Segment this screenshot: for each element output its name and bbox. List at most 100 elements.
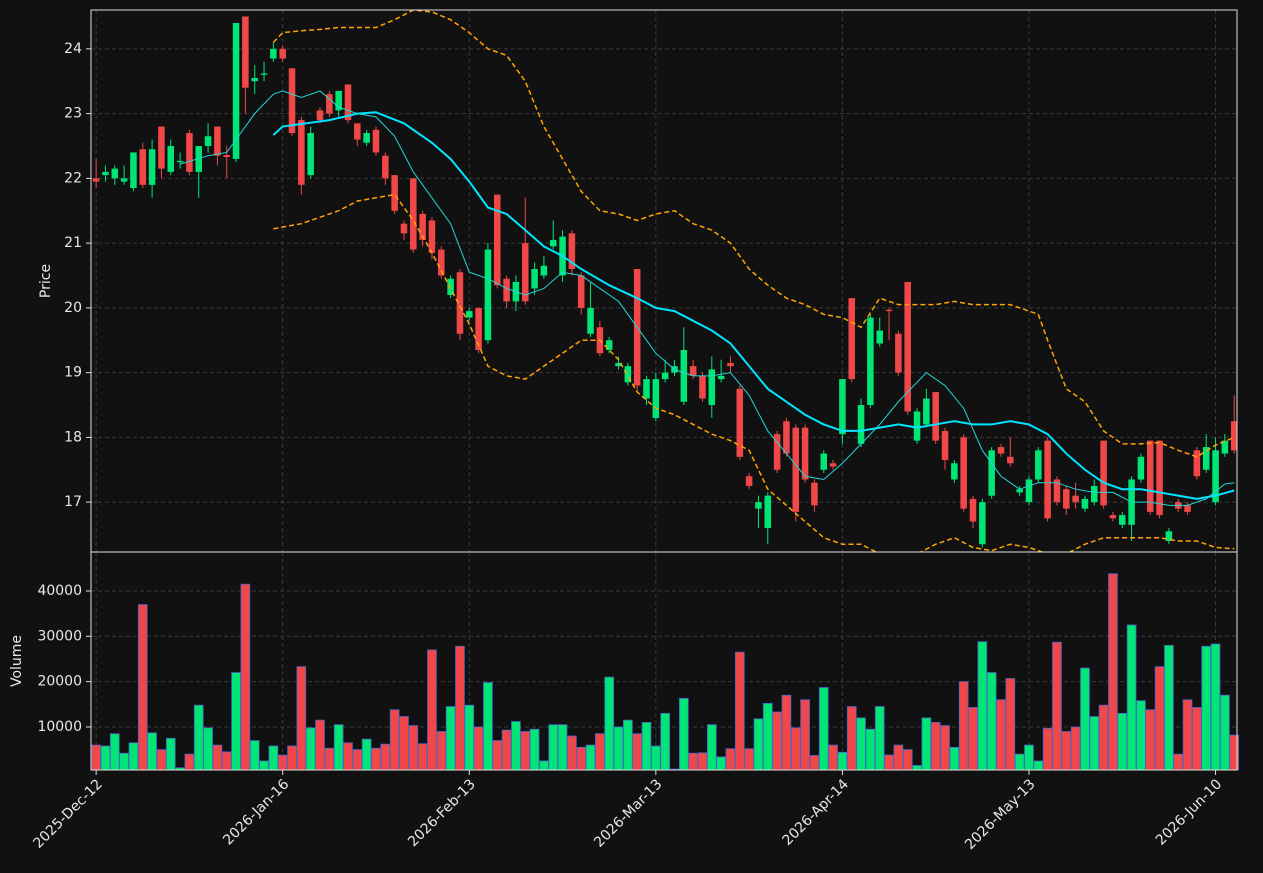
volume-bar bbox=[445, 706, 456, 771]
candle-body bbox=[1212, 450, 1219, 503]
price-frame bbox=[90, 9, 1238, 553]
candle-body bbox=[699, 375, 706, 399]
candle-body bbox=[587, 307, 594, 334]
volume-bar bbox=[184, 753, 195, 771]
candle-body bbox=[988, 450, 995, 496]
volume-bar bbox=[436, 731, 447, 771]
candle-body bbox=[279, 48, 286, 59]
candle-body bbox=[783, 421, 790, 454]
volume-bar bbox=[790, 727, 801, 771]
volume-bar bbox=[1154, 666, 1165, 771]
volume-axis-label: Volume bbox=[9, 635, 25, 687]
candle-body bbox=[326, 94, 333, 114]
x-tick-label: 2026-May-13 bbox=[962, 776, 1039, 853]
volume-bar bbox=[417, 743, 428, 771]
volume-bar bbox=[268, 745, 279, 771]
volume-bar bbox=[1070, 726, 1081, 771]
volume-bar bbox=[343, 742, 353, 771]
volume-bar bbox=[557, 724, 568, 771]
x-tick-label: 2026-Jan-16 bbox=[220, 776, 292, 848]
candle-body bbox=[951, 463, 958, 480]
candle-body bbox=[92, 178, 100, 182]
volume-bar bbox=[800, 699, 810, 771]
candle-body bbox=[839, 379, 846, 435]
y-tick-label: 21 bbox=[64, 235, 82, 251]
candle-body bbox=[316, 110, 324, 121]
volume-bar bbox=[809, 755, 820, 771]
volume-bar bbox=[781, 694, 792, 771]
y-tick-label: 23 bbox=[64, 106, 82, 122]
volume-bar bbox=[660, 712, 670, 771]
volume-bar bbox=[109, 733, 120, 771]
candle-body bbox=[1035, 450, 1042, 480]
candle-body bbox=[997, 447, 1005, 454]
candle-body bbox=[540, 265, 548, 276]
candle-body bbox=[214, 126, 221, 156]
volume-panel bbox=[91, 573, 1240, 771]
volume-bar bbox=[576, 746, 587, 771]
volume-bar bbox=[651, 745, 661, 771]
candle-body bbox=[167, 145, 175, 172]
volume-bar bbox=[277, 754, 288, 771]
candle-body bbox=[1007, 456, 1014, 464]
candle-body bbox=[1184, 505, 1191, 512]
volume-bar bbox=[483, 682, 493, 771]
candle-body bbox=[232, 22, 240, 159]
volume-frame bbox=[90, 551, 1238, 771]
volume-bar bbox=[1098, 704, 1109, 771]
volume-bar bbox=[221, 751, 232, 771]
candle-body bbox=[979, 502, 986, 545]
y-tick-label: 40000 bbox=[37, 583, 82, 599]
candle-body bbox=[923, 398, 930, 425]
volume-bar bbox=[427, 649, 437, 771]
volume-bar bbox=[940, 725, 950, 771]
candle-body bbox=[260, 73, 268, 75]
volume-bar bbox=[753, 718, 764, 771]
volume-bar bbox=[930, 722, 941, 771]
volume-bar bbox=[641, 722, 652, 771]
y-tick-label: 24 bbox=[64, 41, 82, 57]
volume-bar bbox=[240, 583, 251, 771]
volume-bar bbox=[1173, 753, 1184, 771]
volume-bar bbox=[399, 716, 409, 771]
volume-bar bbox=[529, 728, 540, 771]
volume-bar bbox=[249, 740, 260, 771]
candle-body bbox=[335, 90, 342, 111]
volume-bar bbox=[1024, 744, 1034, 771]
volume-bar bbox=[818, 687, 829, 771]
price-axis-label: Price bbox=[38, 264, 54, 298]
volume-bar bbox=[716, 756, 726, 771]
volume-bar bbox=[1089, 716, 1100, 771]
indicator-line bbox=[272, 10, 1235, 458]
volume-bar bbox=[408, 725, 419, 771]
candle-body bbox=[708, 369, 716, 406]
y-tick-label: 17 bbox=[64, 494, 82, 510]
candle-body bbox=[102, 171, 109, 176]
candle-body bbox=[223, 155, 230, 157]
candle-body bbox=[447, 278, 454, 295]
volume-bar bbox=[1061, 731, 1072, 771]
volume-bar bbox=[968, 707, 978, 771]
volume-bar bbox=[613, 726, 624, 771]
candle-body bbox=[391, 175, 398, 211]
x-tick-label: 2026-Feb-13 bbox=[405, 776, 479, 850]
volume-bar bbox=[361, 738, 372, 771]
candle-body bbox=[176, 160, 184, 163]
volume-bar bbox=[837, 751, 848, 771]
candle-body bbox=[242, 16, 249, 88]
candle-body bbox=[615, 362, 622, 367]
volume-bar bbox=[147, 732, 157, 771]
volume-bar bbox=[212, 744, 223, 771]
candle-body bbox=[727, 362, 734, 367]
volume-bar bbox=[697, 752, 708, 771]
volume-bar bbox=[1005, 678, 1016, 771]
candle-body bbox=[904, 281, 911, 412]
candle-body bbox=[130, 152, 137, 189]
volume-bar bbox=[1117, 712, 1128, 771]
volume-bar bbox=[734, 651, 745, 771]
x-tick-label: 2026-Jun-10 bbox=[1153, 776, 1225, 848]
candle-body bbox=[531, 269, 538, 289]
candle-body bbox=[1230, 421, 1237, 451]
indicator-line bbox=[179, 90, 1235, 506]
